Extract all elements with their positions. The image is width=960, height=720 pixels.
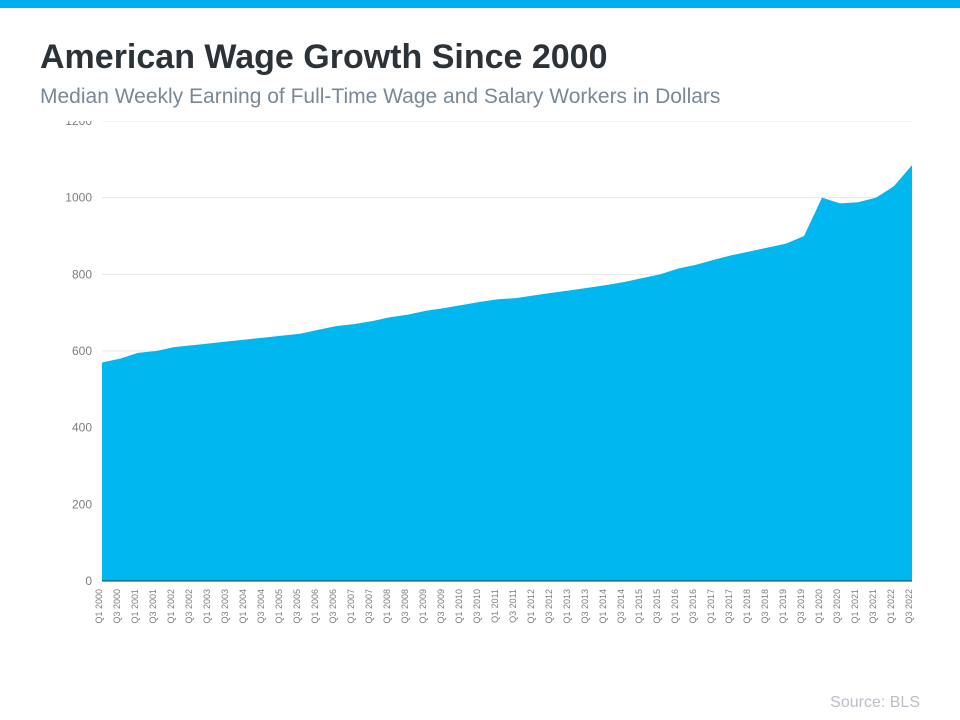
svg-text:Q3 2011: Q3 2011 <box>508 589 518 623</box>
source-attribution: Source: BLS <box>830 694 920 712</box>
svg-text:Q3 2017: Q3 2017 <box>724 589 734 624</box>
svg-text:Q3 2021: Q3 2021 <box>868 589 878 624</box>
svg-text:Q1 2008: Q1 2008 <box>382 589 392 624</box>
svg-text:Q3 2014: Q3 2014 <box>616 589 626 624</box>
svg-text:Q1 2017: Q1 2017 <box>706 589 716 624</box>
svg-text:Q1 2005: Q1 2005 <box>274 589 284 624</box>
svg-text:Q1 2012: Q1 2012 <box>526 589 536 624</box>
svg-text:Q3 2009: Q3 2009 <box>436 589 446 624</box>
svg-text:Q3 2010: Q3 2010 <box>472 589 482 624</box>
svg-text:Q3 2013: Q3 2013 <box>580 589 590 624</box>
svg-text:Q1 2000: Q1 2000 <box>94 589 104 624</box>
svg-text:Q3 2015: Q3 2015 <box>652 589 662 624</box>
svg-text:Q3 2007: Q3 2007 <box>364 589 374 624</box>
svg-text:1000: 1000 <box>65 191 92 205</box>
svg-text:400: 400 <box>72 421 92 435</box>
svg-text:Q1 2006: Q1 2006 <box>310 589 320 624</box>
svg-text:600: 600 <box>72 344 92 358</box>
svg-text:Q1 2010: Q1 2010 <box>454 589 464 624</box>
svg-text:Q3 2002: Q3 2002 <box>184 589 194 624</box>
svg-text:800: 800 <box>72 267 92 281</box>
svg-text:Q3 2005: Q3 2005 <box>292 589 302 624</box>
svg-text:Q1 2018: Q1 2018 <box>742 589 752 624</box>
top-accent-bar <box>0 0 960 8</box>
svg-text:Q1 2021: Q1 2021 <box>850 589 860 624</box>
svg-text:Q1 2002: Q1 2002 <box>166 589 176 624</box>
svg-text:Q1 2015: Q1 2015 <box>634 589 644 624</box>
svg-text:Q1 2003: Q1 2003 <box>202 589 212 624</box>
svg-text:Q3 2022: Q3 2022 <box>904 589 914 624</box>
svg-text:Q3 2003: Q3 2003 <box>220 589 230 624</box>
svg-text:Q3 2001: Q3 2001 <box>148 589 158 624</box>
svg-text:Q3 2000: Q3 2000 <box>112 589 122 624</box>
svg-text:Q1 2016: Q1 2016 <box>670 589 680 624</box>
svg-text:Q3 2012: Q3 2012 <box>544 589 554 624</box>
svg-text:Q3 2020: Q3 2020 <box>832 589 842 624</box>
chart-subtitle: Median Weekly Earning of Full-Time Wage … <box>40 85 920 109</box>
chart-title: American Wage Growth Since 2000 <box>40 38 920 77</box>
svg-text:Q1 2019: Q1 2019 <box>778 589 788 624</box>
svg-text:Q1 2020: Q1 2020 <box>814 589 824 624</box>
svg-text:Q1 2001: Q1 2001 <box>130 589 140 624</box>
svg-text:Q1 2004: Q1 2004 <box>238 589 248 624</box>
area-chart: 0 200 400 600 800 1000 1200 Q1 2000 Q3 2000 Q1 20… <box>40 121 920 661</box>
svg-text:200: 200 <box>72 497 92 511</box>
svg-text:1200: 1200 <box>65 121 92 128</box>
svg-text:Q1 2013: Q1 2013 <box>562 589 572 624</box>
area-fill <box>102 165 912 581</box>
svg-text:Q3 2016: Q3 2016 <box>688 589 698 624</box>
content-area: American Wage Growth Since 2000 Median W… <box>0 8 960 661</box>
chart-container: 0 200 400 600 800 1000 1200 Q1 2000 Q3 2000 Q1 20… <box>40 121 920 661</box>
svg-text:0: 0 <box>85 574 92 588</box>
svg-text:Q3 2018: Q3 2018 <box>760 589 770 624</box>
svg-text:Q1 2011: Q1 2011 <box>490 589 500 623</box>
svg-text:Q1 2007: Q1 2007 <box>346 589 356 624</box>
svg-text:Q1 2009: Q1 2009 <box>418 589 428 624</box>
svg-text:Q3 2004: Q3 2004 <box>256 589 266 624</box>
svg-text:Q1 2014: Q1 2014 <box>598 589 608 624</box>
svg-text:Q1 2022: Q1 2022 <box>886 589 896 624</box>
svg-text:Q3 2006: Q3 2006 <box>328 589 338 624</box>
svg-text:Q3 2008: Q3 2008 <box>400 589 410 624</box>
svg-text:Q3 2019: Q3 2019 <box>796 589 806 624</box>
